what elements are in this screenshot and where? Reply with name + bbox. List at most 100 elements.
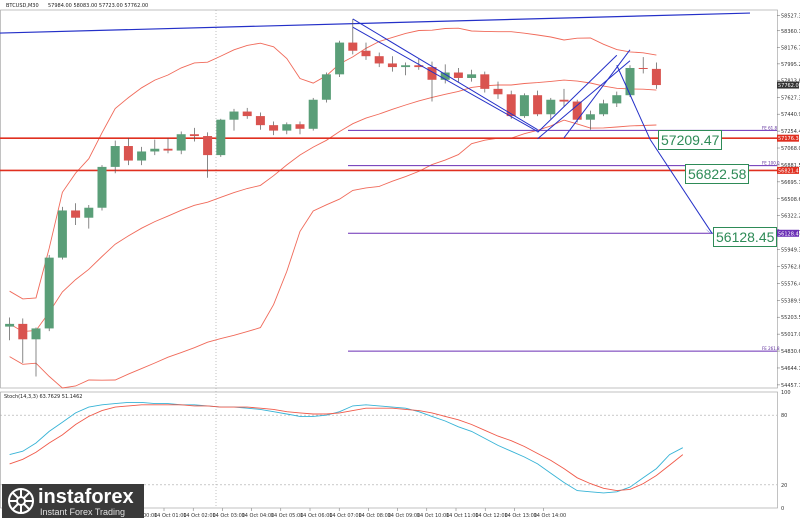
time-tick-label: 14 Oct 01:00 bbox=[154, 513, 187, 519]
candle-body bbox=[572, 101, 582, 120]
price-tick-label: 57995.25 bbox=[781, 62, 800, 68]
candle-body bbox=[5, 323, 15, 327]
candle-body bbox=[203, 136, 213, 156]
time-tick-label: 14 Oct 11:00 bbox=[446, 513, 479, 519]
price-tick-label: 54457.70 bbox=[781, 383, 800, 389]
candle-body bbox=[84, 207, 94, 218]
channel-line-2 bbox=[537, 60, 631, 140]
time-tick-label: 14 Oct 09:00 bbox=[388, 513, 421, 519]
price-marker-label: 57762.00 bbox=[778, 83, 800, 89]
candle-body bbox=[467, 74, 477, 78]
fib-tag: FE 261.8 bbox=[762, 346, 780, 351]
price-marker-label: 56821.49 bbox=[778, 168, 800, 174]
candle-body bbox=[229, 111, 239, 120]
time-tick-label: 14 Oct 06:00 bbox=[300, 513, 333, 519]
time-tick-label: 14 Oct 12:00 bbox=[475, 513, 508, 519]
candle-body bbox=[123, 146, 133, 161]
candle-body bbox=[387, 63, 397, 68]
candle-body bbox=[638, 67, 648, 69]
candle-body bbox=[453, 72, 463, 78]
time-tick-label: 14 Oct 14:00 bbox=[534, 513, 567, 519]
projection-arrow-icon bbox=[705, 228, 712, 235]
price-tick-label: 58176.70 bbox=[781, 45, 800, 51]
candle-body bbox=[519, 95, 529, 117]
candle-body bbox=[440, 72, 450, 80]
candle-body bbox=[625, 67, 635, 96]
stochastic-label: Stoch(14,3,3) 63.7629 51.1462 bbox=[4, 394, 82, 400]
candle-body bbox=[150, 148, 160, 152]
time-tick-label: 14 Oct 13:00 bbox=[504, 513, 537, 519]
time-tick-label: 14 Oct 10:00 bbox=[417, 513, 450, 519]
wedge-line-upper bbox=[352, 18, 538, 131]
resistance-trendline bbox=[0, 12, 751, 34]
price-tick-label: 57440.90 bbox=[781, 112, 800, 118]
candle-body bbox=[348, 42, 358, 51]
candle-body bbox=[414, 65, 424, 68]
candle-body bbox=[321, 74, 331, 100]
target-callout-2: 56822.58 bbox=[685, 164, 750, 184]
symbol-header: BTCUSD,M30 bbox=[6, 3, 39, 9]
time-tick-label: 14 Oct 04:00 bbox=[242, 513, 275, 519]
candle-body bbox=[269, 125, 279, 131]
target-callout-1: 57209.47 bbox=[658, 130, 723, 150]
candle-body bbox=[44, 257, 54, 329]
candle-body bbox=[97, 166, 107, 208]
candle-body bbox=[189, 134, 199, 137]
price-marker-tag bbox=[777, 134, 799, 142]
candle-body bbox=[176, 134, 186, 151]
candle-body bbox=[374, 56, 384, 64]
price-tick-label: 56695.10 bbox=[781, 180, 800, 186]
candle-body bbox=[533, 95, 543, 115]
candle-body bbox=[361, 50, 371, 57]
candle-body bbox=[57, 210, 67, 258]
candle-body bbox=[599, 103, 609, 115]
stoch-tick-label: 20 bbox=[781, 483, 787, 489]
time-tick-label: 14 Oct 03:00 bbox=[212, 513, 245, 519]
fib-tag: FE 100.0 bbox=[762, 161, 780, 166]
price-tick-label: 54644.15 bbox=[781, 366, 800, 372]
candle-body bbox=[612, 95, 622, 104]
price-marker-label: 56128.45 bbox=[778, 231, 800, 237]
time-tick-label: 14 Oct 02:00 bbox=[183, 513, 216, 519]
fib-tag: FE 61.8 bbox=[762, 125, 777, 130]
price-marker-label: 57176.38 bbox=[778, 136, 800, 142]
stoch-main-line bbox=[9, 401, 684, 494]
price-marker-tag bbox=[777, 81, 799, 89]
candle-body bbox=[282, 124, 292, 131]
candle-body bbox=[585, 114, 595, 120]
price-tick-label: 58527.35 bbox=[781, 14, 800, 20]
time-tick-label: 14 Oct 08:00 bbox=[358, 513, 391, 519]
price-tick-label: 55949.30 bbox=[781, 248, 800, 254]
price-tick-label: 55203.50 bbox=[781, 315, 800, 321]
stoch-tick-label: 0 bbox=[781, 506, 784, 512]
candle-body bbox=[163, 148, 173, 151]
upper-band bbox=[9, 27, 657, 300]
stoch-signal-line bbox=[9, 404, 684, 492]
projection-line-1 bbox=[616, 65, 651, 140]
candle-body bbox=[216, 119, 226, 156]
time-tick-label: 14 Oct 07:00 bbox=[329, 513, 362, 519]
projection-line-2 bbox=[649, 138, 713, 234]
candle-body bbox=[308, 99, 318, 129]
candle-body bbox=[18, 323, 28, 340]
price-tick-label: 57627.35 bbox=[781, 95, 800, 101]
candle-body bbox=[427, 67, 437, 80]
price-tick-label: 55017.05 bbox=[781, 332, 800, 338]
price-marker-tag bbox=[777, 229, 799, 237]
instaforex-watermark: instaforex Instant Forex Trading bbox=[2, 484, 144, 518]
price-tick-label: 55762.85 bbox=[781, 264, 800, 270]
watermark-brand: instaforex bbox=[38, 486, 134, 508]
candle-body bbox=[137, 151, 147, 161]
candle-body bbox=[559, 99, 569, 102]
price-tick-label: 57813.80 bbox=[781, 78, 800, 84]
stoch-tick-label: 100 bbox=[781, 390, 791, 396]
price-panel: 58527.35 58360.10 58176.70 57995.25 57813.80… bbox=[0, 9, 800, 519]
price-marker-tag bbox=[777, 166, 799, 174]
candle-body bbox=[71, 210, 81, 218]
candle-body bbox=[295, 124, 305, 129]
instaforex-logo-icon bbox=[8, 488, 34, 514]
candle-body bbox=[242, 111, 252, 117]
stochastic-panel-frame bbox=[0, 391, 778, 509]
candle-body bbox=[335, 42, 345, 75]
